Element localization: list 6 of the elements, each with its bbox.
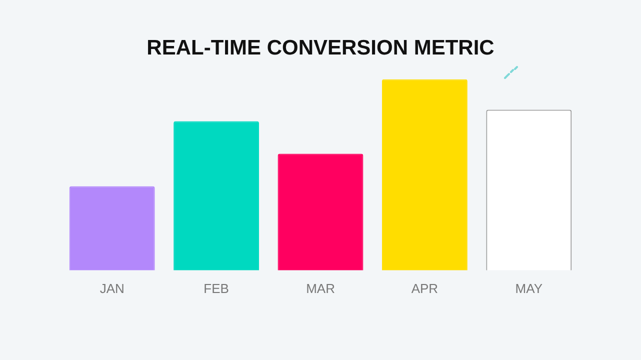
x-tick-label: JAN [100, 280, 124, 296]
x-tick-label: FEB [204, 280, 229, 296]
x-tick-label: MAY [515, 280, 543, 296]
chart-title: REAL-TIME CONVERSION METRIC [146, 36, 494, 60]
x-tick-label: APR [411, 280, 438, 296]
x-tick-label: MAR [306, 280, 335, 296]
